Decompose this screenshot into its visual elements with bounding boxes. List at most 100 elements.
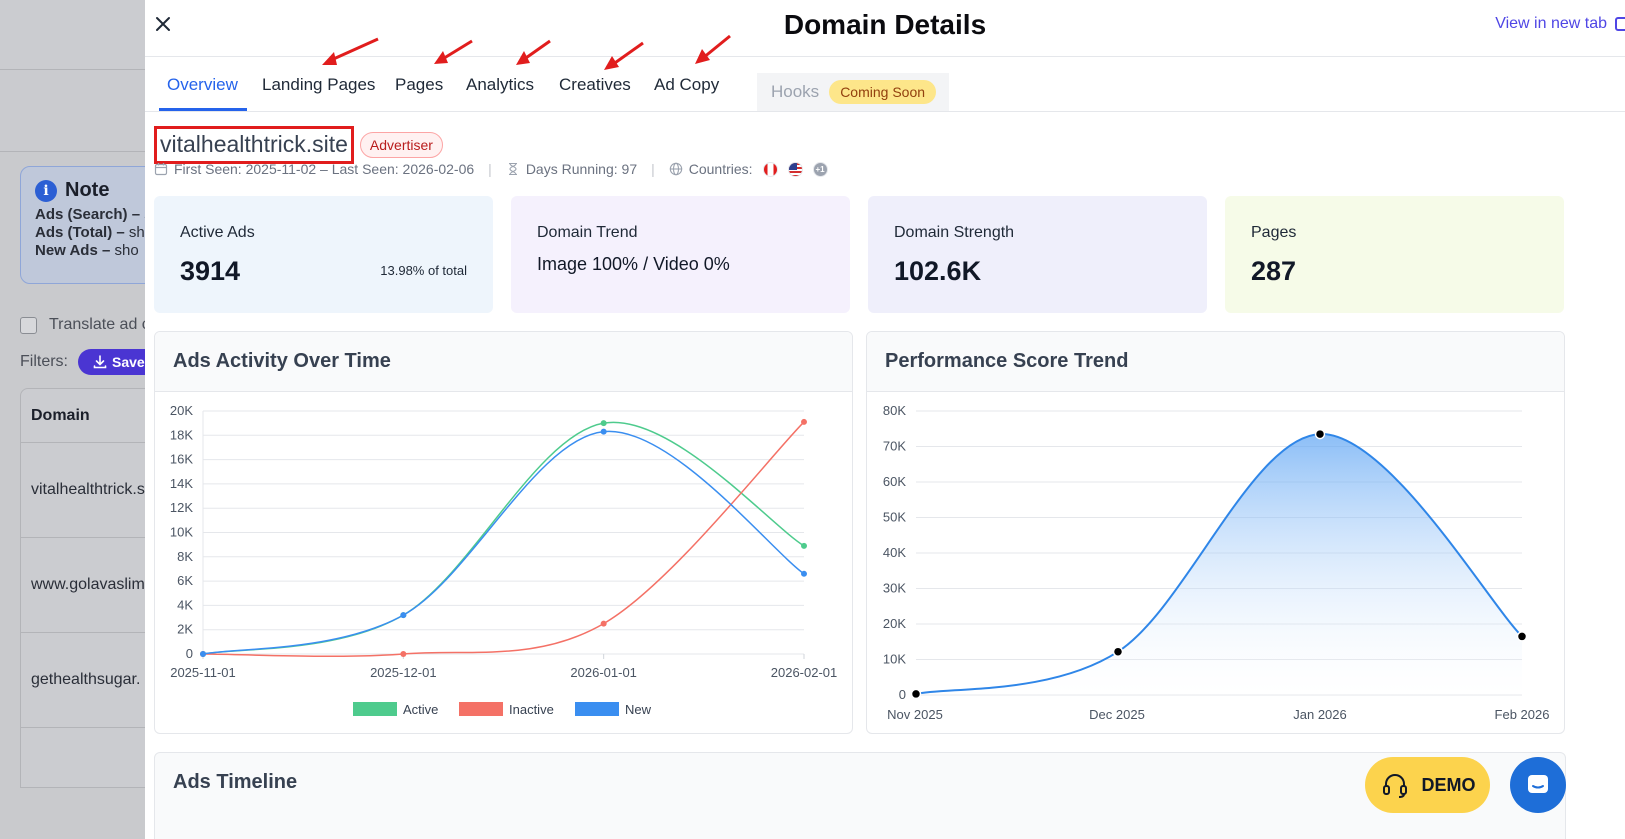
x-tick-label: Nov 2025 bbox=[887, 707, 943, 722]
tab-analytics[interactable]: Analytics bbox=[466, 75, 535, 94]
y-tick-label: 18K bbox=[170, 427, 193, 442]
table-row[interactable]: vitalhealthtrick.s bbox=[21, 443, 149, 538]
domain-header: vitalhealthtrick.site Advertiser bbox=[154, 126, 443, 164]
card-value: 3914 bbox=[180, 256, 241, 286]
data-point-active bbox=[801, 542, 807, 549]
note-title: i Note bbox=[35, 179, 145, 202]
data-point-new bbox=[600, 428, 607, 435]
days-running: Days Running: 97 bbox=[506, 161, 637, 177]
note-title-text: Note bbox=[65, 179, 110, 201]
performance-chart: 0 10K 20K 30K 40K 50K 60K 70K 80K Nov 2025 Dec 202… bbox=[883, 403, 1550, 722]
data-point bbox=[1314, 428, 1326, 440]
y-tick-label: 12K bbox=[170, 500, 193, 515]
series-line-active bbox=[202, 421, 805, 655]
translate-toggle[interactable]: Translate ad c bbox=[20, 316, 150, 334]
chat-button[interactable] bbox=[1510, 757, 1566, 813]
ads-activity-panel: Ads Activity Over Time 0 2K 4K 6K 8K 10K 12K 14… bbox=[154, 331, 853, 734]
tab-landing-pages[interactable]: Landing Pages bbox=[262, 75, 376, 94]
y-tick-label: 14K bbox=[170, 476, 193, 491]
legend-label: Inactive bbox=[509, 702, 554, 717]
ads-timeline-title: Ads Timeline bbox=[173, 771, 298, 793]
demo-button[interactable]: DEMO bbox=[1365, 757, 1490, 813]
days-running-text: Days Running: 97 bbox=[525, 161, 638, 177]
x-tick-label: Jan 2026 bbox=[1293, 707, 1347, 722]
legend-swatch-active bbox=[353, 702, 397, 716]
tab-pages[interactable]: Pages bbox=[395, 75, 444, 94]
chat-icon bbox=[1528, 775, 1548, 793]
countries: Countries: +1 bbox=[669, 161, 828, 177]
headset-icon bbox=[1382, 774, 1407, 798]
table-row[interactable]: gethealthsugar. bbox=[21, 633, 149, 728]
advertiser-badge: Advertiser bbox=[359, 132, 443, 158]
domain-trend-card: Domain Trend Image 100% / Video 0% bbox=[511, 196, 850, 313]
external-link-icon bbox=[1615, 17, 1625, 31]
filters-bar: Filters: Save bbox=[20, 349, 161, 375]
calendar-icon bbox=[154, 163, 168, 176]
legend-label: New bbox=[625, 702, 652, 717]
demo-label: DEMO bbox=[1421, 774, 1476, 795]
domain-details-drawer: Domain Details View in new tab Overview … bbox=[145, 0, 1625, 839]
tab-creatives[interactable]: Creatives bbox=[559, 75, 631, 94]
legend-swatch-new bbox=[575, 702, 619, 716]
countries-label: Countries: bbox=[688, 161, 753, 177]
note-line: Ads (Total) – sh bbox=[35, 224, 145, 241]
data-point bbox=[1516, 631, 1528, 642]
domain-strength-card: Domain Strength 102.6K bbox=[868, 196, 1207, 313]
y-tick-label: 70K bbox=[883, 439, 906, 454]
data-point-new bbox=[801, 570, 807, 577]
table-row[interactable]: www.golavaslim bbox=[21, 538, 149, 633]
y-tick-label: 10K bbox=[170, 525, 193, 540]
close-button[interactable] bbox=[153, 14, 173, 34]
tab-ad-copy[interactable]: Ad Copy bbox=[654, 75, 720, 94]
divider: | bbox=[488, 161, 492, 177]
seen-dates-text: First Seen: 2025-11-02 – Last Seen: 2026… bbox=[174, 161, 475, 177]
x-tick-label: Dec 2025 bbox=[1089, 707, 1145, 722]
background-topbar bbox=[0, 0, 145, 70]
card-label: Active Ads bbox=[180, 224, 255, 241]
y-tick-label: 4K bbox=[177, 597, 193, 612]
area-fill bbox=[916, 434, 1522, 695]
note-box: i Note Ads (Search) – sh Ads (Total) – s… bbox=[20, 166, 160, 284]
y-tick-label: 8K bbox=[177, 549, 193, 564]
data-point-active bbox=[600, 420, 607, 427]
tab-overview[interactable]: Overview bbox=[167, 75, 238, 94]
data-point bbox=[1112, 646, 1124, 657]
drawer-header: Domain Details View in new tab bbox=[145, 0, 1625, 57]
y-tick-label: 20K bbox=[883, 616, 906, 631]
card-value: 287 bbox=[1251, 256, 1297, 286]
y-tick-label: 6K bbox=[177, 573, 193, 588]
x-tick-label: 2025-12-01 bbox=[370, 665, 437, 680]
data-point bbox=[910, 688, 922, 700]
series-line-new bbox=[202, 430, 805, 655]
ads-activity-title: Ads Activity Over Time bbox=[155, 332, 852, 392]
card-label: Pages bbox=[1251, 224, 1297, 241]
view-in-new-tab-label: View in new tab bbox=[1495, 15, 1607, 32]
note-line: New Ads – sho bbox=[35, 242, 139, 259]
filters-label: Filters: bbox=[20, 353, 68, 370]
y-tick-label: 30K bbox=[883, 581, 906, 596]
y-tick-label: 0 bbox=[186, 646, 193, 661]
y-tick-label: 40K bbox=[883, 545, 906, 560]
ads-timeline-panel: Ads Timeline bbox=[154, 752, 1566, 839]
series-line-inactive bbox=[202, 421, 805, 658]
coming-soon-badge: Coming Soon bbox=[829, 80, 937, 104]
translate-checkbox[interactable] bbox=[20, 316, 37, 334]
domain-name: vitalhealthtrick.site bbox=[154, 126, 354, 164]
data-point-inactive bbox=[801, 418, 807, 425]
y-tick-label: 60K bbox=[883, 474, 906, 489]
more-countries-badge[interactable]: +1 bbox=[812, 161, 828, 177]
legend-swatch-inactive bbox=[459, 702, 503, 716]
data-point-new bbox=[200, 651, 206, 657]
card-percent: 13.98% of total bbox=[380, 263, 467, 278]
y-tick-label: 2K bbox=[177, 622, 193, 637]
data-point-inactive bbox=[400, 651, 407, 657]
view-in-new-tab-link[interactable]: View in new tab bbox=[1495, 15, 1625, 33]
y-tick-label: 50K bbox=[883, 510, 906, 525]
table-header-domain: Domain bbox=[21, 389, 149, 443]
tab-hooks: Hooks Coming Soon bbox=[757, 73, 949, 111]
performance-title: Performance Score Trend bbox=[867, 332, 1564, 392]
y-tick-label: 0 bbox=[899, 687, 906, 702]
domain-meta: First Seen: 2025-11-02 – Last Seen: 2026… bbox=[154, 161, 828, 177]
translate-label: Translate ad c bbox=[49, 316, 150, 333]
drawer-title: Domain Details bbox=[783, 9, 987, 40]
